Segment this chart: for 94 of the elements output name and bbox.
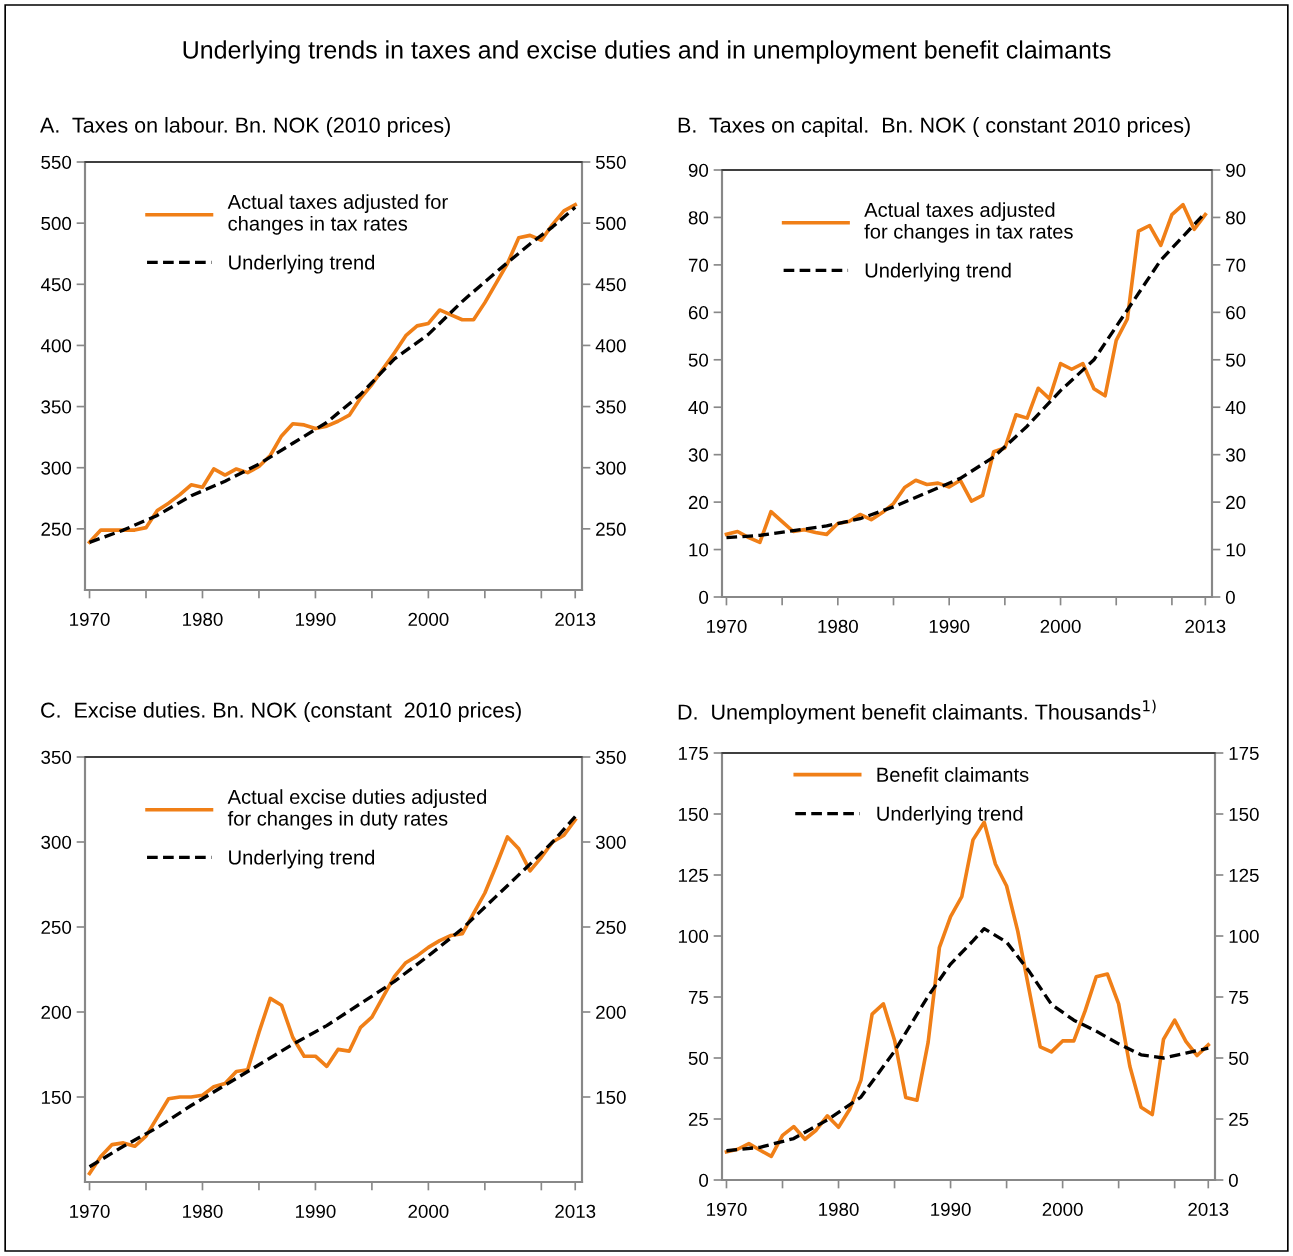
y-tick-label: 400: [40, 339, 72, 353]
x-tick-label: 2000: [408, 1204, 449, 1218]
y-tick-label: 25: [688, 1112, 709, 1126]
y2-tick-label: 30: [1225, 448, 1246, 462]
y2-tick-label: 60: [1226, 306, 1246, 320]
y-tick-label: 80: [688, 211, 709, 225]
y-tick-label: 10: [689, 543, 709, 557]
y2-tick-label: 125: [1229, 868, 1259, 882]
y-tick-label: 150: [41, 1090, 72, 1104]
x-tick-label: 1970: [70, 612, 110, 626]
y2-tick-label: 0: [1225, 590, 1235, 604]
y2-tick-label: 25: [1229, 1112, 1249, 1126]
y-tick-label: 90: [688, 163, 709, 177]
x-tick-label: 1970: [70, 1204, 110, 1218]
y2-tick-label: 200: [596, 1005, 626, 1019]
y2-tick-label: 70: [1226, 258, 1246, 272]
legend-label: Actual taxes adjusted for changes in tax rates: [227, 194, 448, 235]
y2-tick-label: 150: [1229, 807, 1259, 821]
y2-tick-label: 175: [1229, 746, 1259, 760]
y-tick-label: 250: [41, 920, 72, 934]
y-tick-label: 75: [688, 990, 709, 1004]
y-tick-label: 250: [41, 522, 72, 536]
x-tick-label: 2000: [1042, 1202, 1083, 1216]
x-tick-label: 2013: [555, 1204, 596, 1218]
y2-tick-label: 50: [1228, 1051, 1249, 1065]
y-tick-label: 40: [688, 400, 709, 415]
text: Underlying trends in taxes and excise duties and in unemployment benefit claimants: [183, 40, 1111, 64]
chart-title: C. Excise duties. Bn. NOK (constant 2010 prices): [41, 701, 521, 723]
chart-title: D. Unemployment benefit claimants. Thousands$^{1)}$: [678, 699, 1156, 724]
legend-label: Actual excise duties adjusted for changes in duty rates: [227, 789, 487, 830]
y2-tick-label: 250: [596, 920, 626, 934]
y2-tick-label: 350: [595, 750, 626, 764]
y2-tick-label: 100: [1229, 929, 1259, 943]
x-tick-label: 1980: [819, 1202, 859, 1216]
y-tick-label: 20: [688, 495, 709, 510]
y-tick-label: 125: [678, 868, 709, 882]
x-tick-label: 2013: [555, 612, 596, 626]
x-tick-label: 2000: [408, 612, 449, 626]
legend-label: Actual taxes adjusted for changes in tax rates: [864, 202, 1073, 243]
y2-tick-label: 80: [1226, 211, 1246, 225]
y2-tick-label: 90: [1226, 163, 1246, 177]
y2-tick-label: 500: [595, 216, 626, 231]
y-tick-label: 300: [41, 461, 72, 475]
y2-tick-label: 400: [595, 339, 626, 353]
y-tick-label: 70: [688, 258, 709, 272]
y2-tick-label: 0: [1228, 1173, 1238, 1187]
y-tick-label: 50: [688, 353, 709, 367]
chart-title: B. Taxes on capital. Bn. NOK ( constant 2010 prices): [678, 116, 1190, 138]
y-tick-label: 60: [688, 306, 709, 320]
x-tick-label: 2013: [1188, 1202, 1229, 1216]
y-tick-label: 200: [41, 1005, 72, 1019]
legend-label: Benefit claimants: [877, 767, 1029, 782]
chart-title: A. Taxes on labour. Bn. NOK (2010 prices): [40, 116, 450, 138]
y2-tick-label: 20: [1226, 495, 1246, 510]
y2-tick-label: 40: [1225, 400, 1246, 415]
x-tick-label: 1980: [183, 612, 223, 626]
x-tick-label: 1970: [707, 619, 747, 633]
y2-tick-label: 50: [1225, 353, 1246, 367]
x-tick-label: 1990: [929, 619, 970, 633]
y-tick-label: 30: [688, 448, 709, 462]
y-tick-label: 50: [688, 1051, 709, 1065]
x-tick-label: 2000: [1040, 619, 1081, 633]
x-tick-label: 1990: [296, 612, 336, 626]
y-tick-label: 550: [41, 155, 72, 169]
x-tick-label: 1980: [818, 619, 858, 633]
legend-label: Underlying trend: [229, 849, 375, 869]
y-tick-label: 0: [699, 1173, 709, 1187]
y-tick-label: 500: [41, 216, 72, 231]
y2-tick-label: 75: [1229, 990, 1249, 1004]
x-tick-label: 1980: [183, 1204, 223, 1218]
y2-tick-label: 450: [595, 277, 626, 292]
y2-tick-label: 300: [595, 461, 626, 475]
x-tick-label: 1970: [707, 1202, 747, 1216]
y-tick-label: 450: [40, 277, 72, 292]
y-tick-label: 350: [41, 750, 72, 764]
y2-tick-label: 350: [595, 400, 626, 414]
y-tick-label: 350: [41, 400, 72, 414]
y2-tick-label: 150: [596, 1090, 626, 1104]
legend-label: Underlying trend: [877, 806, 1023, 825]
y-tick-label: 100: [678, 929, 709, 943]
x-tick-label: 1990: [296, 1204, 336, 1218]
y-tick-label: 175: [678, 746, 709, 760]
y2-tick-label: 250: [596, 522, 626, 536]
line-series: [724, 927, 1210, 1153]
legend-label: Underlying trend: [865, 262, 1011, 282]
y-tick-label: 150: [678, 807, 709, 821]
legend-label: Underlying trend: [229, 254, 375, 274]
x-tick-label: 1990: [931, 1202, 971, 1216]
y2-tick-label: 300: [595, 835, 626, 849]
y-tick-label: 300: [41, 835, 72, 849]
y-tick-label: 0: [699, 590, 709, 604]
y2-tick-label: 550: [595, 155, 626, 169]
y2-tick-label: 10: [1226, 543, 1246, 557]
x-tick-label: 2013: [1185, 619, 1226, 633]
